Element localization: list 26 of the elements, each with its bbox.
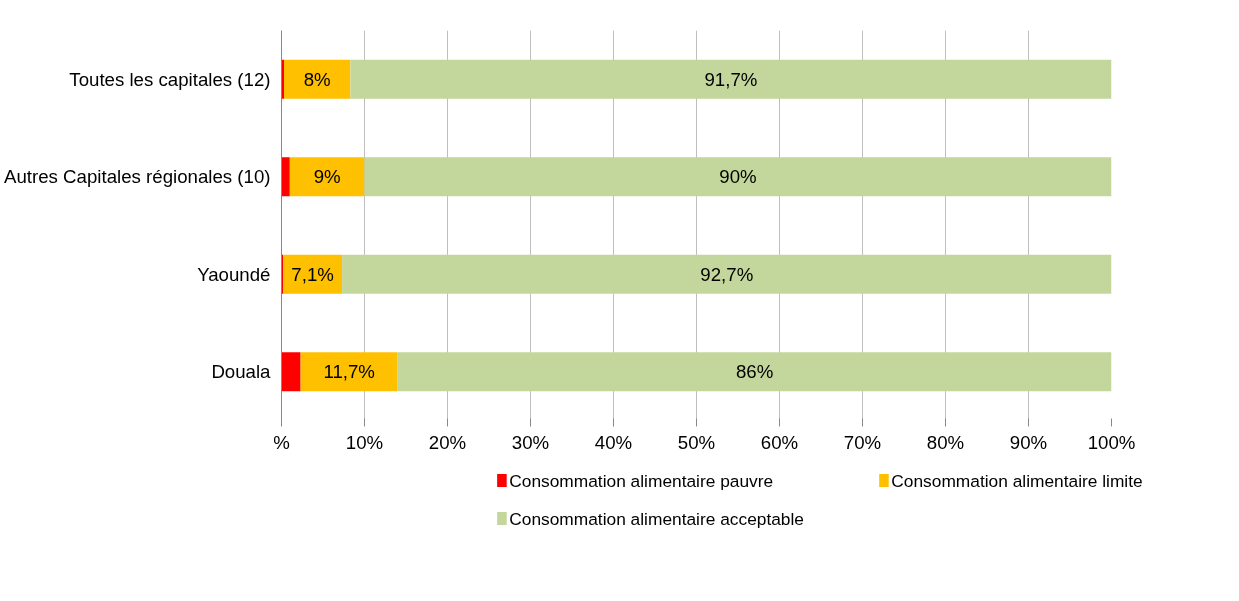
data-label: 7,1% (291, 263, 334, 285)
data-label: 11,7% (323, 361, 375, 383)
x-tick-label: 60% (760, 431, 799, 453)
data-label: 91,7% (704, 68, 758, 90)
x-tick-label: % (273, 431, 290, 453)
x-tick-label: 10% (345, 431, 384, 453)
x-tick-label: 90% (1009, 431, 1048, 453)
x-tick-label: 20% (428, 431, 467, 453)
data-label: 90% (719, 166, 757, 188)
x-tick-label: 40% (594, 431, 633, 453)
x-tick-label: 30% (511, 431, 550, 453)
x-tick-label: 100% (1087, 431, 1136, 453)
x-tick-label: 80% (926, 431, 965, 453)
y-tick-label: Toutes les capitales (12) (69, 68, 271, 90)
data-label: 86% (735, 361, 774, 383)
data-label: 8% (303, 68, 331, 90)
y-tick-label: Douala (211, 361, 272, 383)
legend-label: Consommation alimentaire acceptable (509, 508, 804, 529)
y-tick-label: Yaoundé (197, 263, 271, 285)
x-tick-label: 70% (843, 431, 882, 453)
x-tick-label: 50% (677, 431, 716, 453)
data-label: 92,7% (700, 263, 754, 285)
legend-label: Consommation alimentaire limite (891, 470, 1143, 491)
y-tick-label: Autres Capitales régionales (10) (3, 166, 271, 188)
legend-label: Consommation alimentaire pauvre (509, 470, 774, 491)
data-label: 9% (313, 166, 341, 188)
